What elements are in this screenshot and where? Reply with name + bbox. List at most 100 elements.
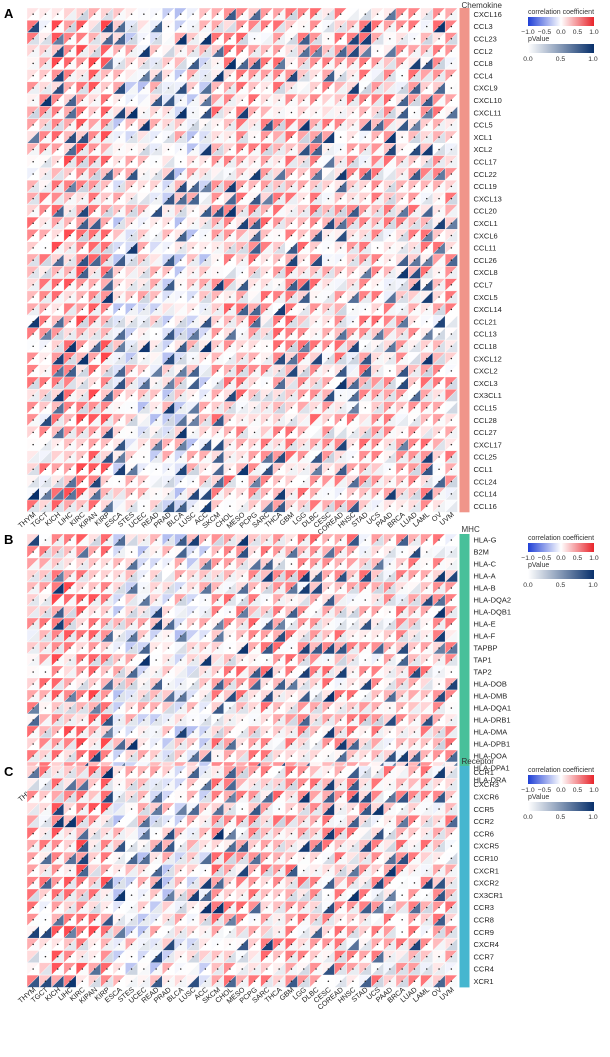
- significance-dot: [241, 259, 243, 261]
- significance-dot: [278, 551, 280, 553]
- significance-dot: [376, 234, 379, 237]
- significance-dot: [339, 407, 342, 409]
- significance-dot: [413, 456, 416, 458]
- significance-dot: [106, 210, 108, 212]
- significance-dot: [413, 161, 416, 163]
- significance-dot: [376, 456, 379, 458]
- significance-dot: [450, 587, 453, 589]
- significance-dot: [81, 333, 84, 335]
- significance-dot: [339, 296, 342, 298]
- significance-dot: [118, 13, 120, 15]
- significance-dot: [438, 111, 440, 114]
- significance-dot: [106, 320, 108, 323]
- significance-dot: [290, 407, 293, 409]
- significance-dot: [106, 333, 108, 335]
- significance-dot: [253, 50, 256, 52]
- significance-dot: [167, 407, 170, 409]
- significance-dot: [167, 148, 170, 151]
- significance-dot: [44, 345, 47, 347]
- significance-dot: [180, 247, 182, 249]
- row-label: CCL27: [474, 428, 497, 437]
- significance-dot: [204, 575, 207, 577]
- significance-dot: [426, 234, 428, 237]
- significance-dot: [130, 148, 133, 151]
- significance-dot: [450, 136, 453, 138]
- significance-dot: [143, 284, 145, 286]
- significance-dot: [426, 505, 428, 507]
- corr-tick: 0.0: [556, 29, 566, 36]
- significance-dot: [204, 357, 207, 360]
- significance-dot: [389, 431, 391, 434]
- significance-dot: [401, 480, 403, 483]
- significance-dot: [376, 210, 379, 212]
- significance-dot: [216, 234, 219, 237]
- significance-dot: [352, 456, 354, 458]
- significance-dot: [352, 575, 354, 577]
- significance-dot: [401, 575, 403, 577]
- significance-dot: [167, 456, 170, 458]
- significance-dot: [229, 308, 231, 311]
- significance-dot: [290, 87, 293, 89]
- significance-dot: [278, 443, 280, 446]
- significance-dot: [303, 505, 305, 507]
- significance-dot: [253, 161, 256, 163]
- significance-dot: [69, 539, 71, 541]
- significance-dot: [180, 99, 182, 101]
- significance-dot: [241, 357, 243, 360]
- significance-dot: [438, 468, 440, 470]
- significance-dot: [450, 185, 453, 188]
- significance-dot: [180, 599, 182, 601]
- significance-dot: [81, 382, 84, 384]
- significance-dot: [376, 284, 379, 286]
- significance-dot: [438, 599, 440, 601]
- legend: correlation coefficient−1.0 −0.5 0.0 0.5 1.0…: [521, 9, 599, 63]
- significance-dot: [155, 431, 157, 434]
- significance-dot: [81, 357, 84, 360]
- significance-dot: [44, 480, 47, 483]
- row-label: CCL3: [474, 22, 493, 31]
- significance-dot: [167, 345, 170, 347]
- significance-dot: [57, 320, 59, 323]
- significance-dot: [130, 551, 133, 553]
- significance-dot: [57, 551, 59, 553]
- significance-dot: [352, 210, 354, 212]
- significance-dot: [352, 271, 354, 274]
- significance-dot: [106, 74, 108, 77]
- significance-dot: [438, 124, 440, 126]
- significance-dot: [401, 161, 403, 163]
- significance-dot: [106, 505, 108, 507]
- significance-dot: [143, 271, 145, 274]
- significance-dot: [413, 259, 416, 261]
- significance-dot: [143, 87, 145, 89]
- significance-dot: [315, 148, 317, 151]
- significance-dot: [290, 38, 293, 40]
- row-label: CXCL17: [474, 440, 502, 449]
- significance-dot: [106, 357, 108, 360]
- row-label: CCL17: [474, 157, 497, 166]
- significance-dot: [44, 493, 47, 495]
- row-label: CXCL13: [474, 194, 502, 203]
- significance-dot: [352, 62, 354, 65]
- significance-dot: [401, 284, 403, 286]
- significance-dot: [438, 38, 440, 40]
- significance-dot: [106, 308, 108, 311]
- legend-corr-title: correlation coefficient: [528, 9, 594, 16]
- significance-dot: [253, 62, 256, 65]
- significance-dot: [364, 185, 366, 188]
- significance-dot: [180, 468, 182, 470]
- significance-dot: [155, 87, 157, 89]
- significance-dot: [426, 443, 428, 446]
- significance-dot: [364, 173, 366, 175]
- significance-dot: [241, 407, 243, 409]
- significance-dot: [438, 308, 440, 311]
- significance-dot: [266, 480, 268, 483]
- significance-dot: [401, 247, 403, 249]
- significance-dot: [266, 222, 268, 224]
- significance-dot: [339, 493, 342, 495]
- significance-dot: [315, 539, 317, 541]
- significance-dot: [450, 247, 453, 249]
- significance-dot: [57, 247, 59, 249]
- significance-dot: [118, 222, 120, 224]
- significance-dot: [32, 197, 34, 200]
- significance-dot: [229, 345, 231, 347]
